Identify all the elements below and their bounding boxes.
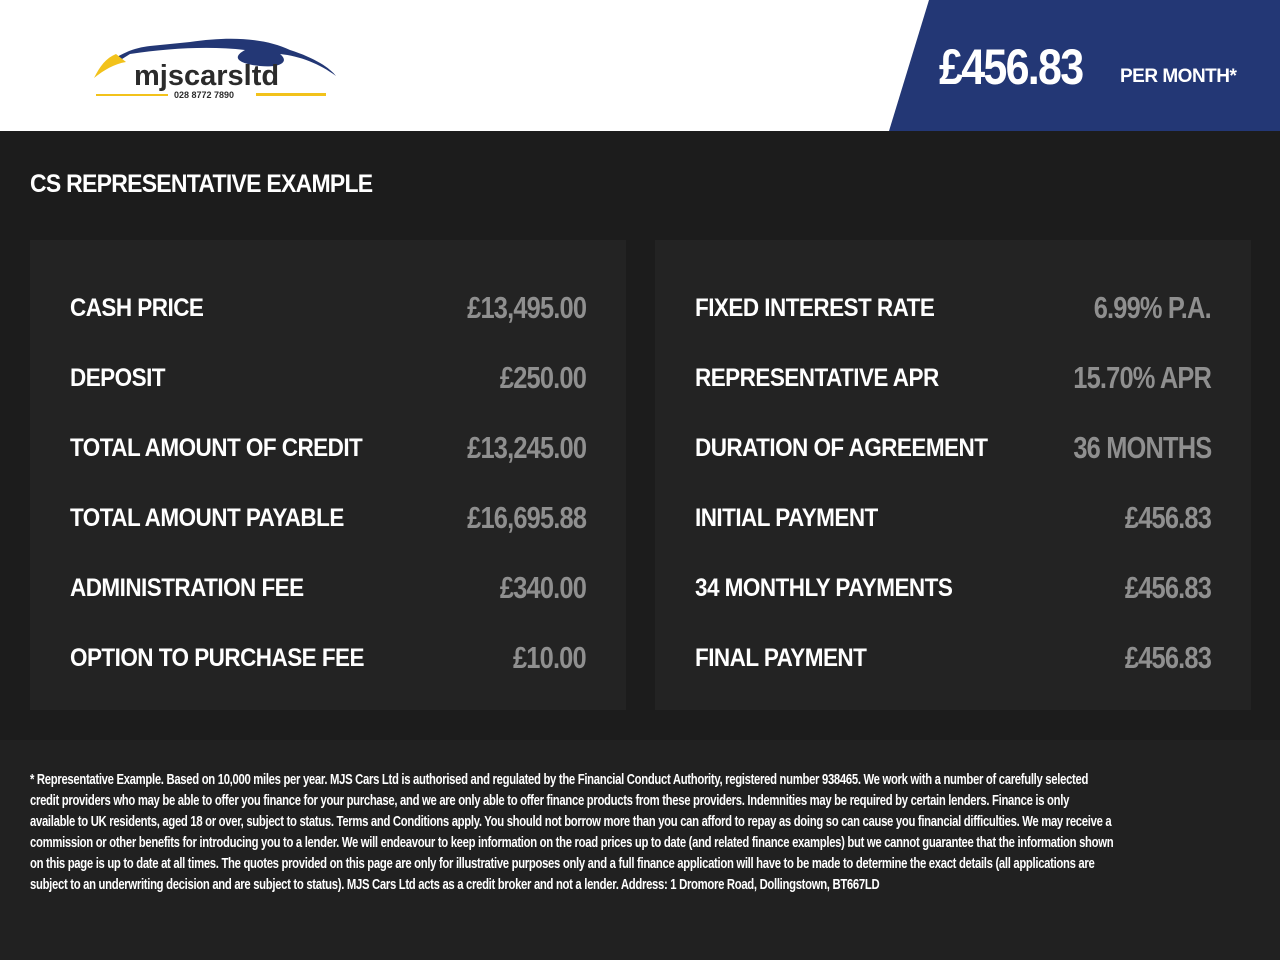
value: £16,695.88 <box>466 500 587 535</box>
label: TOTAL AMOUNT PAYABLE <box>70 504 344 532</box>
finance-details-right: FIXED INTEREST RATE 6.99% P.A. REPRESENTA… <box>655 240 1251 710</box>
label: ADMINISTRATION FEE <box>70 574 304 602</box>
per-month-label: PER MONTH* <box>1120 66 1237 87</box>
row-cash-price: CASH PRICE £13,495.00 <box>70 288 587 328</box>
row-final-payment: FINAL PAYMENT £456.83 <box>695 638 1212 678</box>
value: £340.00 <box>499 570 587 605</box>
header: mjscarsltd 028 8772 7890 £456.83 PER MON… <box>0 0 1280 131</box>
row-initial-payment: INITIAL PAYMENT £456.83 <box>695 498 1212 538</box>
label: 34 MONTHLY PAYMENTS <box>695 574 953 602</box>
page-title: CS REPRESENTATIVE EXAMPLE <box>30 170 373 198</box>
label: FINAL PAYMENT <box>695 644 867 672</box>
label: DEPOSIT <box>70 364 166 392</box>
row-total-credit: TOTAL AMOUNT OF CREDIT £13,245.00 <box>70 428 587 468</box>
row-deposit: DEPOSIT £250.00 <box>70 358 587 398</box>
value: 6.99% P.A. <box>1093 290 1212 325</box>
row-admin-fee: ADMINISTRATION FEE £340.00 <box>70 568 587 608</box>
label: REPRESENTATIVE APR <box>695 364 939 392</box>
value: £10.00 <box>513 640 587 675</box>
value: £456.83 <box>1124 500 1212 535</box>
label: DURATION OF AGREEMENT <box>695 434 988 462</box>
svg-text:028 8772 7890: 028 8772 7890 <box>174 90 234 100</box>
row-interest-rate: FIXED INTEREST RATE 6.99% P.A. <box>695 288 1212 328</box>
value: £250.00 <box>499 360 587 395</box>
value: £456.83 <box>1124 640 1212 675</box>
label: OPTION TO PURCHASE FEE <box>70 644 365 672</box>
value: £13,245.00 <box>466 430 587 465</box>
svg-text:mjscarsltd: mjscarsltd <box>134 60 279 92</box>
label: CASH PRICE <box>70 294 204 322</box>
row-monthly-payments: 34 MONTHLY PAYMENTS £456.83 <box>695 568 1212 608</box>
value: £456.83 <box>1124 570 1212 605</box>
value: 15.70% APR <box>1073 360 1212 395</box>
row-duration: DURATION OF AGREEMENT 36 MONTHS <box>695 428 1212 468</box>
value: 36 MONTHS <box>1072 430 1212 465</box>
disclaimer-text: * Representative Example. Based on 10,00… <box>30 772 1114 893</box>
monthly-price-banner <box>889 0 1280 131</box>
label: FIXED INTEREST RATE <box>695 294 935 322</box>
label: TOTAL AMOUNT OF CREDIT <box>70 434 363 462</box>
row-apr: REPRESENTATIVE APR 15.70% APR <box>695 358 1212 398</box>
monthly-price: £456.83 <box>939 39 1084 95</box>
finance-details-left: CASH PRICE £13,495.00 DEPOSIT £250.00 TOTA… <box>30 240 626 710</box>
label: INITIAL PAYMENT <box>695 504 878 532</box>
row-option-fee: OPTION TO PURCHASE FEE £10.00 <box>70 638 587 678</box>
row-total-payable: TOTAL AMOUNT PAYABLE £16,695.88 <box>70 498 587 538</box>
mjscarsltd-logo: mjscarsltd 028 8772 7890 <box>94 38 336 100</box>
footer: * Representative Example. Based on 10,00… <box>0 740 1280 960</box>
value: £13,495.00 <box>466 290 587 325</box>
